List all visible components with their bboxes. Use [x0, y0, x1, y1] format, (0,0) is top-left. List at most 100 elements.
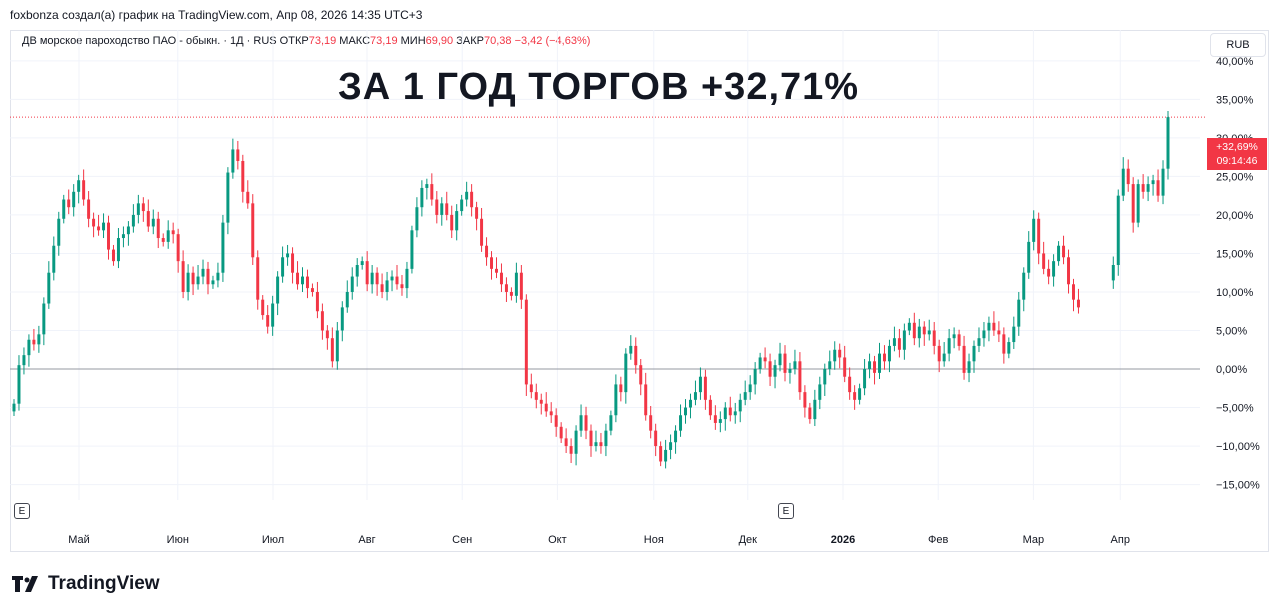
candle-body [584, 415, 588, 431]
candle-body [639, 365, 643, 385]
candle-body [499, 272, 503, 285]
candle-body [534, 392, 538, 400]
earnings-event-badge[interactable]: E [778, 503, 794, 519]
candle-body [485, 245, 489, 258]
candle-body [52, 245, 56, 273]
candle-body [17, 365, 21, 404]
candle-body [564, 438, 568, 447]
candle-body [942, 353, 946, 362]
candle-body [579, 415, 583, 431]
candle-body [549, 411, 553, 416]
x-tick-label: Июл [262, 534, 284, 546]
candle-body [967, 361, 971, 373]
y-tick-label: 0,00% [1216, 364, 1247, 376]
tradingview-logo-icon [12, 576, 38, 592]
candle-body [783, 353, 787, 373]
candle-body [743, 392, 747, 400]
open-value: 73,19 [308, 35, 337, 47]
candle-body [659, 446, 663, 462]
candle-body [679, 415, 683, 431]
candle-body [395, 276, 399, 285]
chart-headline: ЗА 1 ГОД ТОРГОВ +32,71% [338, 66, 860, 108]
earnings-event-badge[interactable]: E [14, 503, 30, 519]
candle-body [1166, 117, 1170, 169]
candle-body [107, 222, 111, 250]
change-value: −3,42 (−4,63%) [514, 35, 591, 47]
candle-body [868, 361, 872, 370]
candle-body [1141, 184, 1145, 192]
candle-body [151, 218, 155, 227]
candle-body [136, 203, 140, 215]
candle-body [654, 430, 658, 447]
candle-body [494, 268, 498, 273]
candle-body [1052, 261, 1056, 277]
candle-body [878, 353, 881, 373]
candle-body [524, 299, 528, 385]
candle-body [131, 214, 135, 227]
candle-body [818, 384, 822, 400]
candle-body [385, 280, 389, 292]
candle-body [375, 272, 379, 285]
currency-button[interactable]: RUB [1210, 33, 1266, 57]
candle-body [97, 226, 101, 231]
candle-body [42, 303, 46, 335]
tradingview-logo[interactable]: TradingView [12, 573, 160, 595]
candle-body [1037, 218, 1041, 254]
candle-body [231, 149, 235, 173]
candle-body [753, 369, 757, 385]
candle-body [738, 399, 742, 412]
candle-body [1002, 334, 1006, 354]
candle-body [698, 376, 702, 393]
candle-body [917, 326, 921, 339]
candle-body [390, 276, 394, 281]
candle-body [1027, 241, 1031, 273]
candle-body [1012, 326, 1016, 343]
candle-body [92, 218, 96, 227]
candle-body [972, 345, 976, 362]
candle-body [559, 426, 563, 439]
candle-body [171, 230, 175, 235]
candle-body [902, 330, 906, 350]
candle-body [166, 230, 170, 242]
candle-body [410, 230, 414, 269]
candle-body [629, 345, 633, 354]
candle-body [589, 430, 593, 447]
chart-pane[interactable] [10, 30, 1269, 552]
candle-body [957, 334, 961, 346]
candle-body [932, 330, 936, 346]
candle-body [126, 226, 130, 235]
candle-body [688, 399, 692, 408]
candle-body [838, 349, 842, 358]
candle-body [793, 361, 797, 370]
candle-body [1062, 245, 1066, 258]
candle-body [1076, 299, 1080, 308]
candle-body [37, 334, 41, 345]
bar-countdown: 09:14:46 [1216, 155, 1258, 167]
candle-body [360, 261, 364, 265]
attribution-text: foxbonza создал(а) график на TradingView… [10, 8, 423, 22]
open-label: ОТКР [279, 35, 309, 47]
candle-body [1121, 168, 1125, 196]
candle-body [350, 276, 354, 292]
candle-body [435, 199, 439, 215]
candle-body [798, 361, 802, 393]
candle-body [992, 322, 996, 331]
candle-body [758, 357, 762, 370]
candle-body [1116, 195, 1120, 265]
candle-body [962, 345, 966, 373]
x-tick-label: Мар [1023, 534, 1045, 546]
candle-body [111, 249, 115, 262]
x-tick-label: Дек [739, 534, 758, 546]
x-tick-label: Авг [358, 534, 375, 546]
candle-body [1151, 180, 1155, 185]
y-tick-label: −5,00% [1216, 403, 1254, 415]
candle-body [649, 415, 653, 431]
candle-body [475, 207, 479, 219]
candle-body [380, 284, 384, 292]
candle-body [87, 199, 91, 219]
high-label: МАКС [339, 35, 371, 47]
candle-body [723, 407, 727, 420]
candle-body [1071, 284, 1075, 300]
candle-body [465, 191, 469, 200]
